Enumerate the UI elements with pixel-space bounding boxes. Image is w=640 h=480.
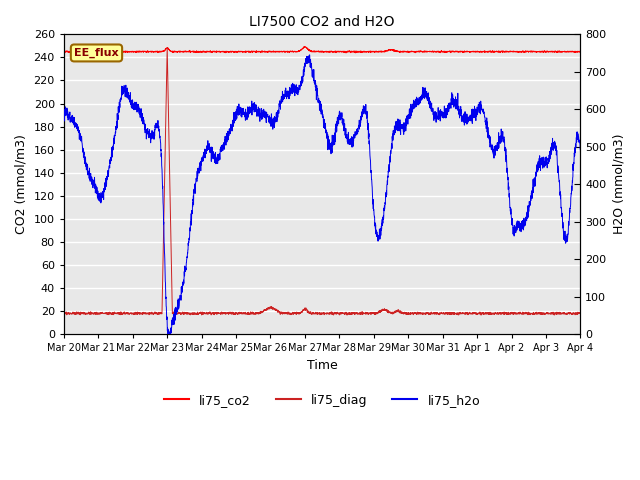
Text: EE_flux: EE_flux <box>74 48 119 58</box>
X-axis label: Time: Time <box>307 359 337 372</box>
Y-axis label: H2O (mmol/m3): H2O (mmol/m3) <box>612 134 625 235</box>
Title: LI7500 CO2 and H2O: LI7500 CO2 and H2O <box>250 15 395 29</box>
Y-axis label: CO2 (mmol/m3): CO2 (mmol/m3) <box>15 134 28 234</box>
Legend: li75_co2, li75_diag, li75_h2o: li75_co2, li75_diag, li75_h2o <box>159 389 485 412</box>
